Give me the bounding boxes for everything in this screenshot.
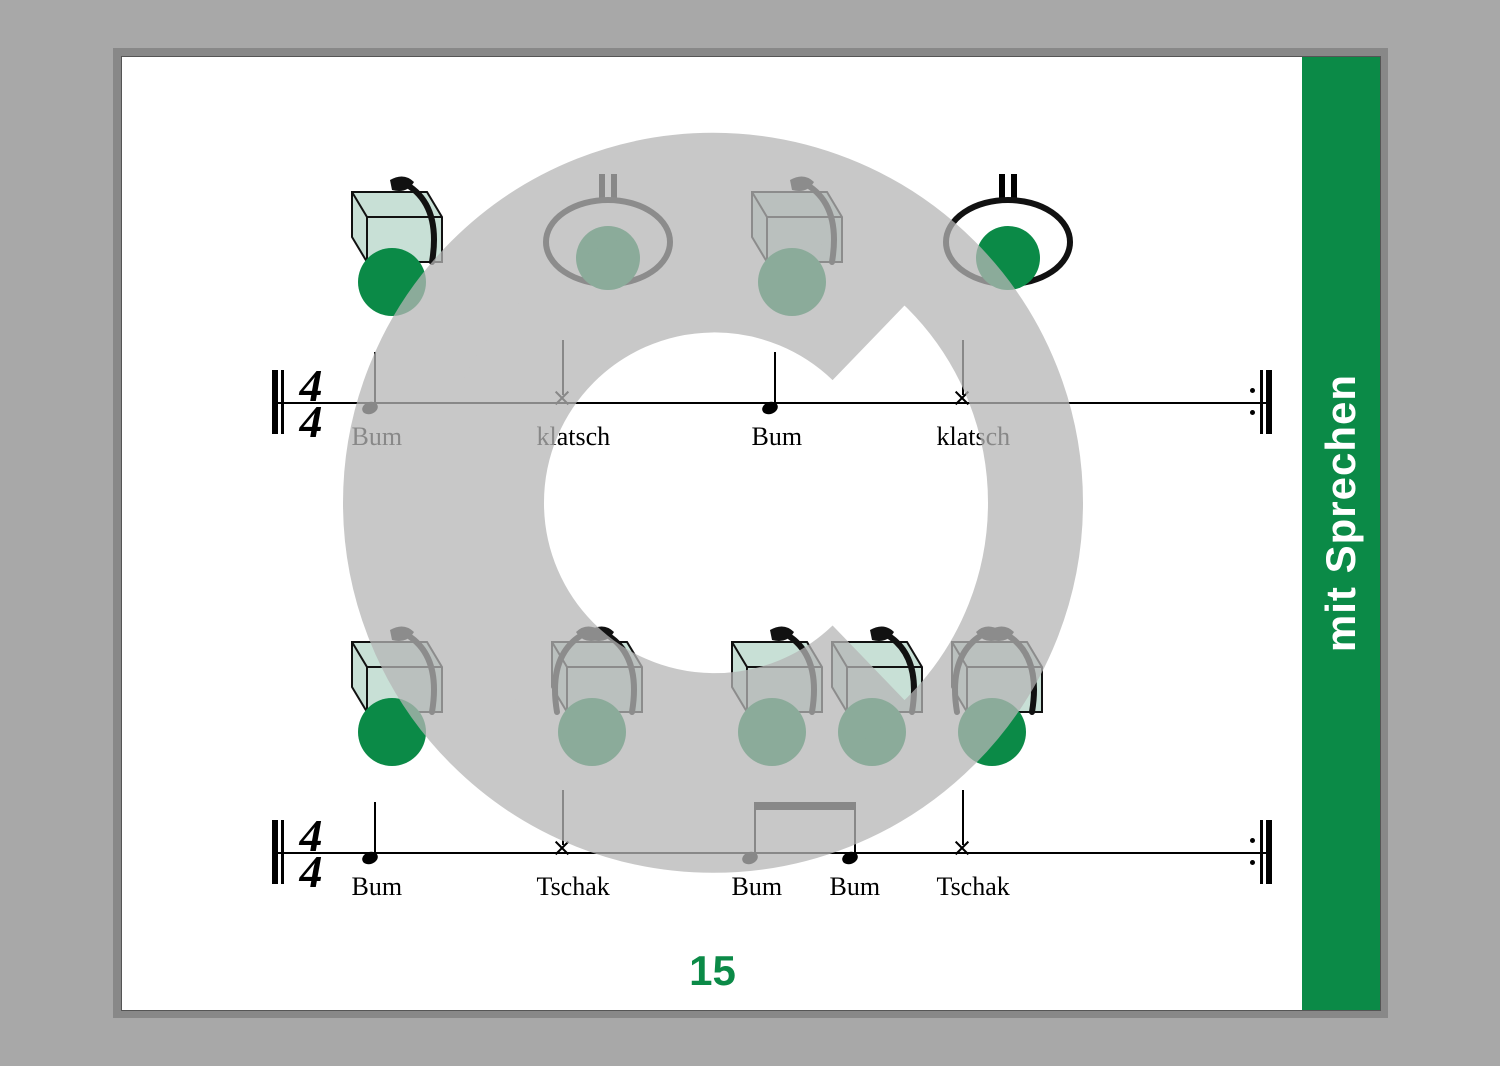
- rhythm-row-2: 4 4 BumTschakBumBumTschak: [282, 622, 1262, 892]
- lyric: Bum: [352, 872, 403, 902]
- cajon-icon: [732, 172, 862, 327]
- cajon-icon: [332, 172, 462, 327]
- lyric: Bum: [830, 872, 881, 902]
- clap-icon: [932, 172, 1082, 327]
- icon-strip-2: [282, 622, 1262, 772]
- repeat-bar: [1250, 820, 1272, 884]
- staff-2: 4 4 BumTschakBumBumTschak: [282, 792, 1262, 892]
- lyric: Bum: [752, 422, 803, 452]
- page-number: 15: [122, 947, 1304, 995]
- cajon-icon: [812, 622, 942, 777]
- repeat-bar: [1250, 370, 1272, 434]
- side-tab: mit Sprechen: [1302, 57, 1380, 1010]
- content-area: 4 4 BumklatschBumklatsch 4: [122, 57, 1304, 1010]
- clap-icon: [532, 172, 682, 327]
- side-tab-label: mit Sprechen: [1317, 374, 1365, 652]
- time-sig-bottom: 4: [300, 854, 323, 890]
- staff-line: [272, 852, 1272, 854]
- lyric: klatsch: [537, 422, 611, 452]
- beam: [754, 802, 856, 810]
- tschak-icon: [932, 622, 1062, 777]
- tschak-icon: [532, 622, 662, 777]
- lyric: klatsch: [937, 422, 1011, 452]
- staff-1: 4 4 BumklatschBumklatsch: [282, 342, 1262, 442]
- time-signature: 4 4: [300, 368, 323, 440]
- lyric: Tschak: [937, 872, 1010, 902]
- time-signature: 4 4: [300, 818, 323, 890]
- lyric: Tschak: [537, 872, 610, 902]
- staff-start-bar: [272, 820, 290, 884]
- lyric: Bum: [732, 872, 783, 902]
- cajon-icon: [332, 622, 462, 777]
- staff-start-bar: [272, 370, 290, 434]
- rhythm-row-1: 4 4 BumklatschBumklatsch: [282, 172, 1262, 442]
- lyric: Bum: [352, 422, 403, 452]
- page-shadow-frame: mit Sprechen 4 4: [113, 48, 1388, 1018]
- worksheet-page: mit Sprechen 4 4: [121, 56, 1381, 1011]
- icon-strip-1: [282, 172, 1262, 322]
- time-sig-bottom: 4: [300, 404, 323, 440]
